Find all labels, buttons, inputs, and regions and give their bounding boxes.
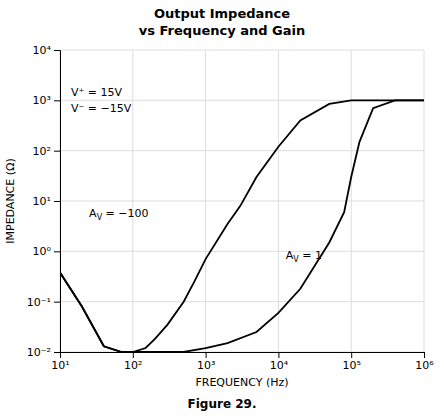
annotation: AV = 1 xyxy=(286,249,322,264)
tick: 10⁴ xyxy=(33,44,60,57)
tick: 10³ xyxy=(197,352,215,372)
tick: 10² xyxy=(124,352,142,372)
line xyxy=(60,100,424,352)
tick: 10⁶ xyxy=(415,352,434,372)
axis-line xyxy=(54,51,61,353)
tick: 10⁻¹ xyxy=(27,296,60,309)
annotation: AV = −100 xyxy=(89,207,148,222)
y-axis-title: IMPEDANCE (Ω) xyxy=(4,158,17,243)
tick-mark xyxy=(54,50,60,51)
tick-label: 10⁻² xyxy=(27,346,51,359)
tick-mark xyxy=(424,352,425,358)
tick-label: 10⁴ xyxy=(33,44,52,57)
axis-line xyxy=(61,353,425,359)
tick-mark xyxy=(54,100,60,101)
tick-label: 10¹ xyxy=(51,359,69,372)
tick-label: 10³ xyxy=(197,359,215,372)
lines xyxy=(60,100,424,352)
grid-line xyxy=(60,50,424,51)
tick-label: 10⁻¹ xyxy=(27,296,51,309)
tick-mark xyxy=(54,352,60,353)
tick-label: 10⁶ xyxy=(415,359,434,372)
x-axis-title: FREQUENCY (Hz) xyxy=(195,376,288,389)
tick-mark xyxy=(54,251,60,252)
tick-label: 10¹ xyxy=(33,195,51,208)
tick-label: 10⁰ xyxy=(33,245,52,258)
tick-label: 10⁵ xyxy=(342,359,360,372)
tick-mark xyxy=(54,201,60,202)
figure-label: Figure 29. xyxy=(188,397,257,411)
annotation: V⁺ = 15V xyxy=(71,86,123,99)
tick: 10⁴ xyxy=(270,352,289,372)
tick-mark xyxy=(206,352,207,358)
tick: 10¹ xyxy=(51,352,69,372)
tick-label: 10² xyxy=(124,359,142,372)
title: Output Impedance xyxy=(154,6,290,21)
tick-mark xyxy=(278,352,279,358)
tick-label: 10² xyxy=(33,145,51,158)
grid-line xyxy=(60,150,424,151)
tick: 10⁵ xyxy=(342,352,360,372)
x-axis: 10¹ 10² 10³ 10⁴ 10⁵ 10⁶ xyxy=(51,352,434,372)
tick: 10⁻² xyxy=(27,346,60,359)
tick-mark xyxy=(54,151,60,152)
tick-mark xyxy=(54,302,60,303)
tick: 10¹ xyxy=(33,195,60,208)
tick: 10² xyxy=(33,145,60,158)
grid xyxy=(60,50,424,352)
annotation: V⁻ = −15V xyxy=(71,102,132,115)
tick-label: 10³ xyxy=(33,94,51,107)
plot: 10¹10²10³10⁴10⁵10⁶10⁻²10⁻¹10⁰10¹10²10³10… xyxy=(27,44,435,372)
tick-mark xyxy=(133,352,134,358)
tick: 10³ xyxy=(33,94,60,107)
tick-label: 10⁴ xyxy=(270,359,289,372)
grid-line xyxy=(60,251,424,252)
tick-mark xyxy=(351,352,352,358)
subtitle: vs Frequency and Gain xyxy=(139,23,305,38)
line xyxy=(60,100,424,352)
tick: 10⁰ xyxy=(33,245,60,258)
grid-line xyxy=(60,301,424,302)
y-axis: 10⁻² 10⁻¹ 10⁰ 10¹ 10² 10³ 10⁴ xyxy=(27,44,61,359)
chart: 10¹10²10³10⁴10⁵10⁶10⁻²10⁻¹10⁰10¹10²10³10… xyxy=(0,0,444,416)
